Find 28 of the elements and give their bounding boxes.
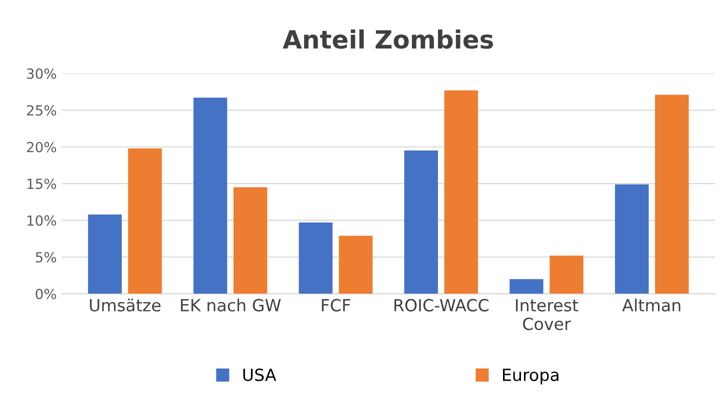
x-tick-label: Altman — [622, 298, 680, 312]
bar — [233, 187, 268, 294]
x-tick-label: FCF — [322, 298, 350, 312]
x-tick-label: Umsätze — [90, 298, 160, 312]
y-tick-label: 20% — [26, 142, 56, 152]
y-tick-label: 5% — [36, 252, 56, 263]
bar — [338, 236, 373, 294]
legend-label: Europa — [503, 368, 558, 384]
chart-title: Anteil Zombies — [282, 29, 493, 49]
bar — [444, 90, 478, 294]
bar — [128, 148, 162, 294]
x-tick-label: ROIC-WACC — [394, 298, 488, 312]
legend-label: USA — [243, 368, 276, 382]
bar — [404, 150, 438, 294]
y-tick-label: 25% — [26, 105, 56, 116]
y-tick-label: 30% — [27, 68, 56, 79]
y-tick-label: 10% — [28, 215, 56, 226]
bar — [550, 256, 584, 294]
bar — [88, 214, 122, 294]
x-tick-label: EK nach GW — [180, 298, 281, 312]
bar — [655, 94, 689, 294]
bar — [193, 98, 228, 294]
y-tick-label: 15% — [28, 178, 56, 190]
bar — [510, 279, 544, 294]
x-tick-label: Interest Cover — [516, 299, 578, 330]
y-tick-label: 0% — [36, 288, 56, 300]
bar — [298, 222, 333, 294]
bar — [614, 184, 649, 294]
